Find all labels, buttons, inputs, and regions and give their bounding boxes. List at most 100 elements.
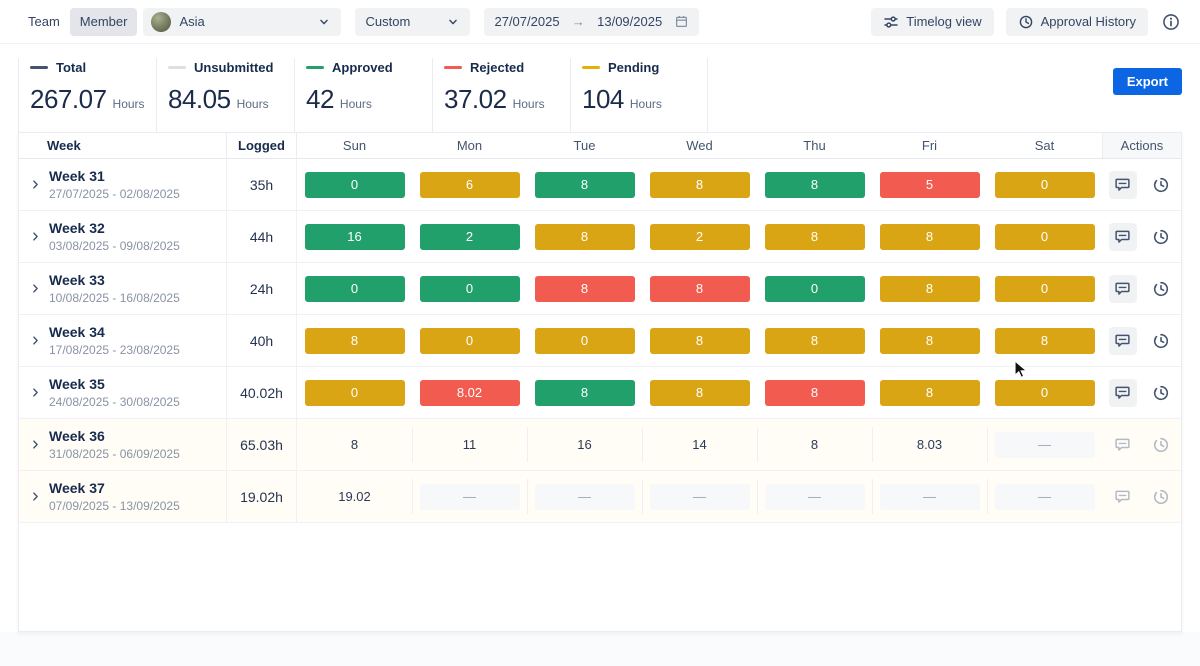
stat-unit: Hours: [339, 97, 372, 111]
comment-button[interactable]: [1109, 431, 1137, 459]
comment-button[interactable]: [1108, 274, 1137, 303]
day-value-pending[interactable]: 8: [649, 327, 750, 354]
day-value-pending[interactable]: 8: [649, 171, 750, 198]
user-name: Asia: [179, 14, 205, 29]
week-label: Week 34: [49, 324, 105, 340]
day-value-pending[interactable]: 8: [764, 327, 865, 354]
time-history-button[interactable]: [1147, 275, 1175, 303]
column-header-day: Thu: [803, 138, 826, 153]
day-value-approved[interactable]: 0: [419, 275, 520, 302]
stat-card: Approved 42 Hours: [294, 58, 432, 132]
day-value-approved[interactable]: 8: [534, 379, 635, 406]
day-value-rejected[interactable]: 8: [649, 275, 750, 302]
day-value-pending[interactable]: 6: [419, 171, 520, 198]
day-cell: 8: [872, 263, 987, 314]
day-value-pending[interactable]: 0: [994, 171, 1095, 198]
chevron-right-icon: [29, 334, 42, 347]
team-toggle-button[interactable]: Team: [18, 8, 70, 36]
day-value-rejected[interactable]: 5: [879, 171, 980, 198]
day-cell: 2: [412, 211, 527, 262]
chevron-right-icon: [29, 438, 42, 451]
stat-color-dash: [168, 66, 186, 69]
main-content: Total 267.07 Hours Unsubmitted 84.05 Hou…: [0, 44, 1200, 632]
timelog-view-button[interactable]: Timelog view: [871, 7, 994, 36]
day-value-pending[interactable]: 8: [304, 327, 405, 354]
day-value-pending[interactable]: 8: [879, 275, 980, 302]
day-cell: 8: [757, 367, 872, 418]
day-cell: 2: [642, 211, 757, 262]
day-cell: 14: [642, 419, 757, 470]
member-toggle-button[interactable]: Member: [69, 7, 138, 36]
day-value-pending[interactable]: 0: [304, 379, 405, 406]
day-value-approved[interactable]: 2: [419, 223, 520, 250]
day-value-approved[interactable]: 16: [304, 223, 405, 250]
day-cell: 8: [642, 367, 757, 418]
day-value-rejected[interactable]: 8: [764, 379, 865, 406]
day-value-approved[interactable]: 0: [764, 275, 865, 302]
day-value-pending[interactable]: 0: [994, 275, 1095, 302]
day-value-approved[interactable]: 0: [304, 275, 405, 302]
stat-value: 37.02: [444, 84, 507, 114]
day-value-approved[interactable]: 8: [534, 171, 635, 198]
week-expander[interactable]: Week 36 31/08/2025 - 06/09/2025: [19, 419, 227, 470]
stat-value: 104: [582, 84, 624, 114]
date-from-value: 27/07/2025: [494, 14, 560, 29]
info-button[interactable]: [1160, 11, 1182, 33]
day-value-pending[interactable]: 0: [994, 223, 1095, 250]
day-cell: 0: [297, 367, 412, 418]
column-header-actions: Actions: [1102, 133, 1181, 158]
logged-hours: 40.02h: [227, 367, 297, 418]
day-cell: 0: [987, 367, 1102, 418]
stat-color-dash: [30, 66, 48, 69]
week-expander[interactable]: Week 33 10/08/2025 - 16/08/2025: [19, 263, 227, 314]
week-expander[interactable]: Week 32 03/08/2025 - 09/08/2025: [19, 211, 227, 262]
day-value-pending[interactable]: 8: [534, 223, 635, 250]
member-select-dropdown[interactable]: Asia: [143, 7, 342, 36]
column-header-logged: Logged: [227, 133, 297, 158]
day-cell: 8: [527, 367, 642, 418]
comment-button[interactable]: [1108, 378, 1137, 407]
day-value-pending[interactable]: 0: [994, 379, 1095, 406]
stat-unit: Hours: [629, 97, 662, 111]
day-value-pending[interactable]: 8: [649, 379, 750, 406]
week-expander[interactable]: Week 31 27/07/2025 - 02/08/2025: [19, 159, 227, 210]
day-value-pending[interactable]: 8: [879, 223, 980, 250]
time-history-button[interactable]: [1147, 483, 1175, 511]
time-history-button[interactable]: [1147, 431, 1175, 459]
day-value-pending[interactable]: 8: [994, 327, 1095, 354]
day-value-rejected[interactable]: 8.02: [419, 379, 520, 406]
logged-hours: 65.03h: [227, 419, 297, 470]
week-expander[interactable]: Week 35 24/08/2025 - 30/08/2025: [19, 367, 227, 418]
time-history-button[interactable]: [1147, 171, 1175, 199]
chevron-right-icon: [29, 490, 42, 503]
time-history-button[interactable]: [1147, 327, 1175, 355]
date-preset-dropdown[interactable]: Custom: [355, 7, 471, 36]
week-expander[interactable]: Week 34 17/08/2025 - 23/08/2025: [19, 315, 227, 366]
comment-button[interactable]: [1108, 170, 1137, 199]
week-date-range: 27/07/2025 - 02/08/2025: [49, 187, 180, 201]
comment-button[interactable]: [1108, 222, 1137, 251]
day-cell: 8: [757, 315, 872, 366]
stat-color-dash: [444, 66, 462, 69]
day-value-pending[interactable]: 8: [879, 379, 980, 406]
day-value-approved[interactable]: 8: [764, 171, 865, 198]
day-value-pending[interactable]: 0: [534, 327, 635, 354]
day-cell: 19.02: [297, 471, 412, 522]
date-range-picker[interactable]: 27/07/2025 → 13/09/2025: [484, 7, 700, 36]
time-history-button[interactable]: [1147, 379, 1175, 407]
stat-label: Pending: [608, 60, 660, 75]
day-value-pending[interactable]: 2: [649, 223, 750, 250]
day-cell: 0: [987, 263, 1102, 314]
export-button[interactable]: Export: [1112, 68, 1182, 95]
approval-history-button[interactable]: Approval History: [1005, 7, 1148, 36]
comment-button[interactable]: [1108, 326, 1137, 355]
day-value-rejected[interactable]: 8: [534, 275, 635, 302]
day-value-pending[interactable]: 8: [879, 327, 980, 354]
stat-value: 42: [306, 84, 334, 114]
week-expander[interactable]: Week 37 07/09/2025 - 13/09/2025: [19, 471, 227, 522]
time-history-button[interactable]: [1147, 223, 1175, 251]
day-value-pending[interactable]: 0: [419, 327, 520, 354]
comment-button[interactable]: [1109, 483, 1137, 511]
day-value-pending[interactable]: 8: [764, 223, 865, 250]
day-value-approved[interactable]: 0: [304, 171, 405, 198]
